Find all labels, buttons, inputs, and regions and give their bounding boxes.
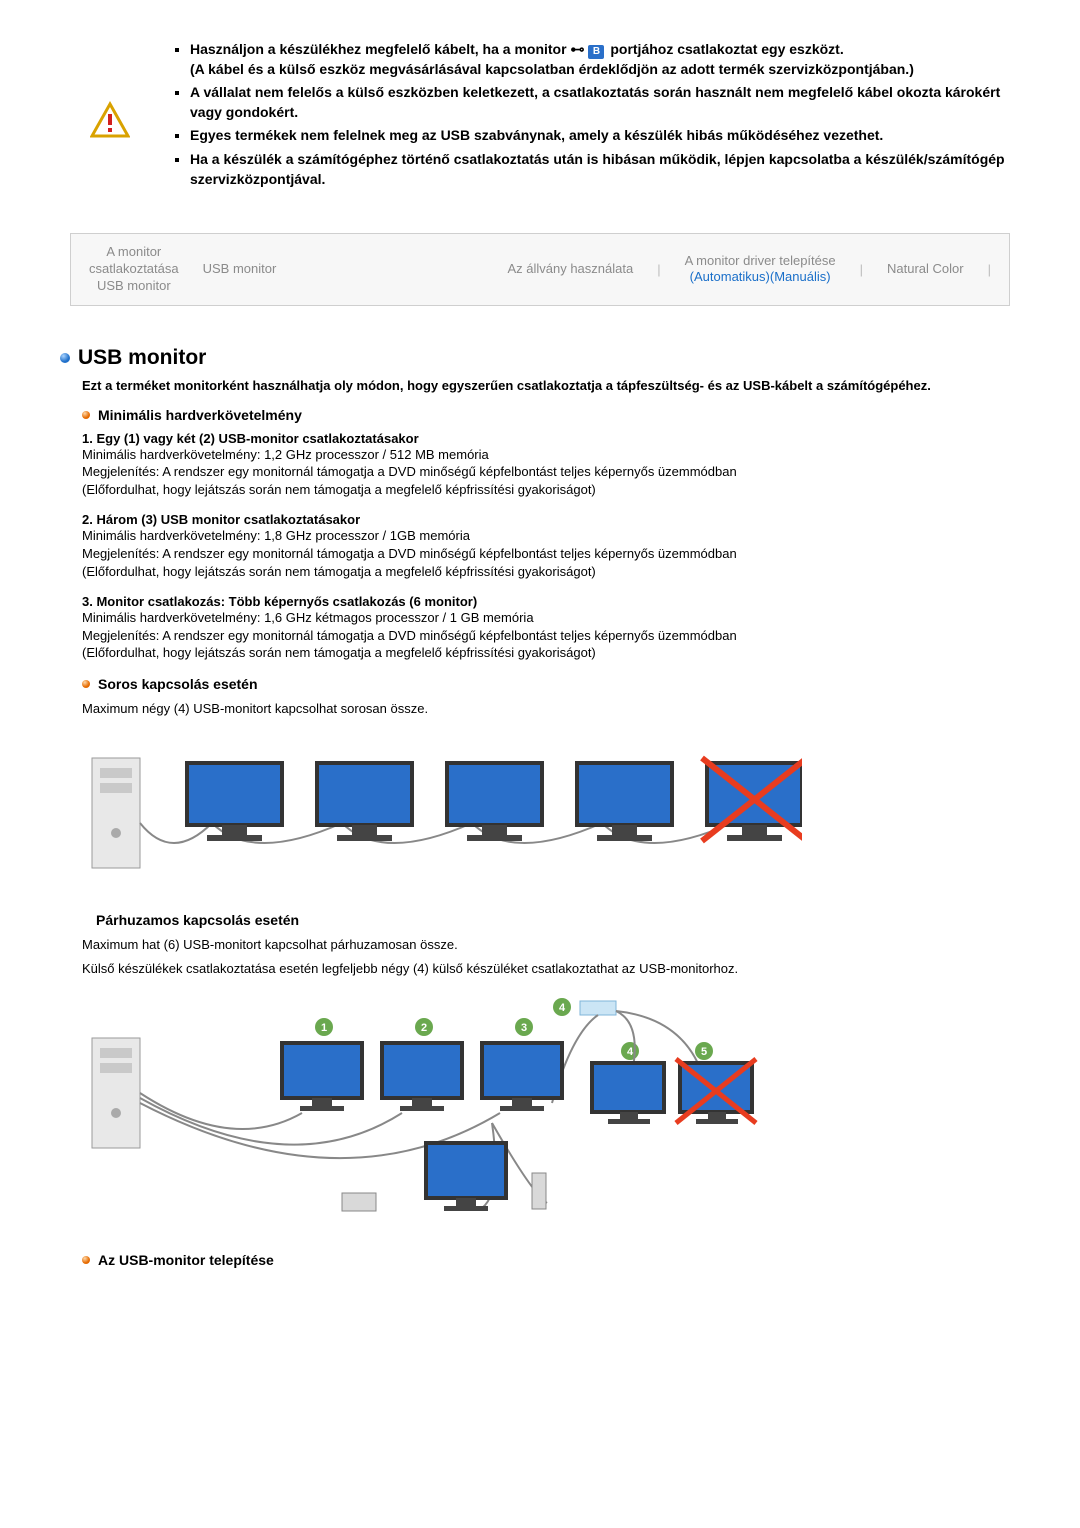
bullet-blue-icon	[60, 353, 70, 363]
svg-text:4: 4	[627, 1046, 634, 1058]
monitor-disabled-icon	[702, 758, 802, 841]
req-title: 2. Három (3) USB monitor csatlakoztatása…	[82, 512, 1020, 527]
svg-text:2: 2	[421, 1022, 427, 1034]
parallel-line-1: Maximum hat (6) USB-monitort kapcsolhat …	[82, 936, 1020, 954]
device-icon	[532, 1173, 546, 1209]
nav-label: Az állvány használata	[507, 261, 633, 276]
svg-text:4: 4	[559, 1002, 566, 1014]
req-line: Minimális hardverkövetelmény: 1,2 GHz pr…	[82, 446, 1020, 464]
req-block-2: 2. Három (3) USB monitor csatlakoztatása…	[82, 512, 1020, 580]
warning-section: Használjon a készülékhez megfelelő kábel…	[60, 40, 1020, 193]
warning-item: A vállalat nem felelős a külső eszközben…	[190, 83, 1020, 122]
nav-divider: |	[860, 262, 863, 277]
marker-4: 4	[553, 998, 571, 1016]
req-line: Megjelenítés: A rendszer egy monitornál …	[82, 463, 1020, 481]
nav-label: A monitor	[89, 244, 179, 261]
bullet-orange-icon	[82, 411, 90, 419]
hub-icon	[580, 1001, 616, 1015]
nav-item-driver[interactable]: A monitor driver telepítése (Automatikus…	[685, 253, 836, 287]
nav-item-monitor-connect[interactable]: A monitor csatlakoztatása USB monitor	[89, 244, 179, 295]
nav-item-natural-color[interactable]: Natural Color	[887, 261, 964, 278]
usb-trident-icon: ⊷	[570, 40, 584, 60]
subheading-min-hw: Minimális hardverkövetelmény	[82, 407, 1020, 423]
subheading-text: Párhuzamos kapcsolás esetén	[96, 912, 299, 928]
warning-text: portjához csatlakoztat egy eszközt.	[610, 41, 843, 57]
marker-4b: 4	[621, 1042, 639, 1060]
req-line: Megjelenítés: A rendszer egy monitornál …	[82, 545, 1020, 563]
marker-1: 1	[315, 1018, 333, 1036]
warning-item: Használjon a készülékhez megfelelő kábel…	[190, 40, 1020, 79]
bullet-orange-icon	[82, 1256, 90, 1264]
svg-text:1: 1	[321, 1022, 327, 1034]
monitor-icon	[426, 1143, 506, 1211]
usb-b-icon: B	[588, 45, 604, 59]
svg-text:5: 5	[701, 1046, 707, 1058]
monitor-icon	[187, 763, 282, 841]
req-line: (Előfordulhat, hogy lejátszás során nem …	[82, 563, 1020, 581]
subheading-text: Minimális hardverkövetelmény	[98, 407, 302, 423]
nav-label: A monitor driver telepítése	[685, 253, 836, 270]
nav-divider: |	[988, 262, 991, 277]
monitor-disabled-icon	[676, 1059, 756, 1124]
diagram-series	[82, 733, 1020, 888]
device-icon	[342, 1193, 376, 1211]
warning-item: Egyes termékek nem felelnek meg az USB s…	[190, 126, 1020, 146]
warning-icon	[90, 100, 130, 140]
req-line: Megjelenítés: A rendszer egy monitornál …	[82, 627, 1020, 645]
monitor-icon	[447, 763, 542, 841]
nav-sublabel: (Automatikus)(Manuális)	[685, 269, 836, 286]
nav-label: csatlakoztatása	[89, 261, 179, 278]
diagram-parallel: 4 1 2 3 4 5	[82, 993, 1020, 1228]
nav-label: USB monitor	[89, 278, 179, 295]
nav-divider: |	[657, 262, 660, 277]
usb-monitor-intro: Ezt a terméket monitorként használhatja …	[82, 378, 1020, 393]
marker-5: 5	[695, 1042, 713, 1060]
subheading-text: Soros kapcsolás esetén	[98, 676, 258, 692]
req-line: Minimális hardverkövetelmény: 1,6 GHz ké…	[82, 609, 1020, 627]
warning-item: Ha a készülék a számítógéphez történő cs…	[190, 150, 1020, 189]
warning-list: Használjon a készülékhez megfelelő kábel…	[170, 40, 1020, 193]
subheading-text: Az USB-monitor telepítése	[98, 1252, 274, 1268]
monitor-icon	[282, 1043, 362, 1111]
marker-2: 2	[415, 1018, 433, 1036]
monitor-icon	[592, 1063, 664, 1124]
series-text: Maximum négy (4) USB-monitort kapcsolhat…	[82, 700, 1020, 718]
nav-label: Natural Color	[887, 261, 964, 276]
nav-item-usb-monitor[interactable]: USB monitor	[203, 261, 277, 278]
bullet-orange-icon	[82, 680, 90, 688]
monitor-icon	[382, 1043, 462, 1111]
nav-bar: A monitor csatlakoztatása USB monitor US…	[70, 233, 1010, 306]
pc-tower-icon	[92, 1038, 140, 1148]
monitor-icon	[482, 1043, 562, 1111]
section-heading-usb-monitor: USB monitor	[60, 346, 1020, 370]
heading-text: USB monitor	[78, 346, 206, 370]
subheading-series: Soros kapcsolás esetén	[82, 676, 1020, 692]
nav-item-stand[interactable]: Az állvány használata	[507, 261, 633, 278]
req-title: 1. Egy (1) vagy két (2) USB-monitor csat…	[82, 431, 1020, 446]
pc-tower-icon	[92, 758, 140, 868]
req-line: Minimális hardverkövetelmény: 1,8 GHz pr…	[82, 527, 1020, 545]
warning-text: Használjon a készülékhez megfelelő kábel…	[190, 41, 570, 57]
req-line: (Előfordulhat, hogy lejátszás során nem …	[82, 481, 1020, 499]
warning-text: (A kábel és a külső eszköz megvásárlásáv…	[190, 61, 914, 77]
marker-3: 3	[515, 1018, 533, 1036]
monitor-icon	[317, 763, 412, 841]
nav-label: USB monitor	[203, 261, 277, 276]
monitor-icon	[577, 763, 672, 841]
parallel-line-2: Külső készülékek csatlakoztatása esetén …	[82, 960, 1020, 978]
subheading-parallel: Párhuzamos kapcsolás esetén	[96, 912, 1020, 928]
req-line: (Előfordulhat, hogy lejátszás során nem …	[82, 644, 1020, 662]
subheading-install: Az USB-monitor telepítése	[82, 1252, 1020, 1268]
req-title: 3. Monitor csatlakozás: Több képernyős c…	[82, 594, 1020, 609]
svg-text:3: 3	[521, 1022, 527, 1034]
req-block-1: 1. Egy (1) vagy két (2) USB-monitor csat…	[82, 431, 1020, 499]
req-block-3: 3. Monitor csatlakozás: Több képernyős c…	[82, 594, 1020, 662]
